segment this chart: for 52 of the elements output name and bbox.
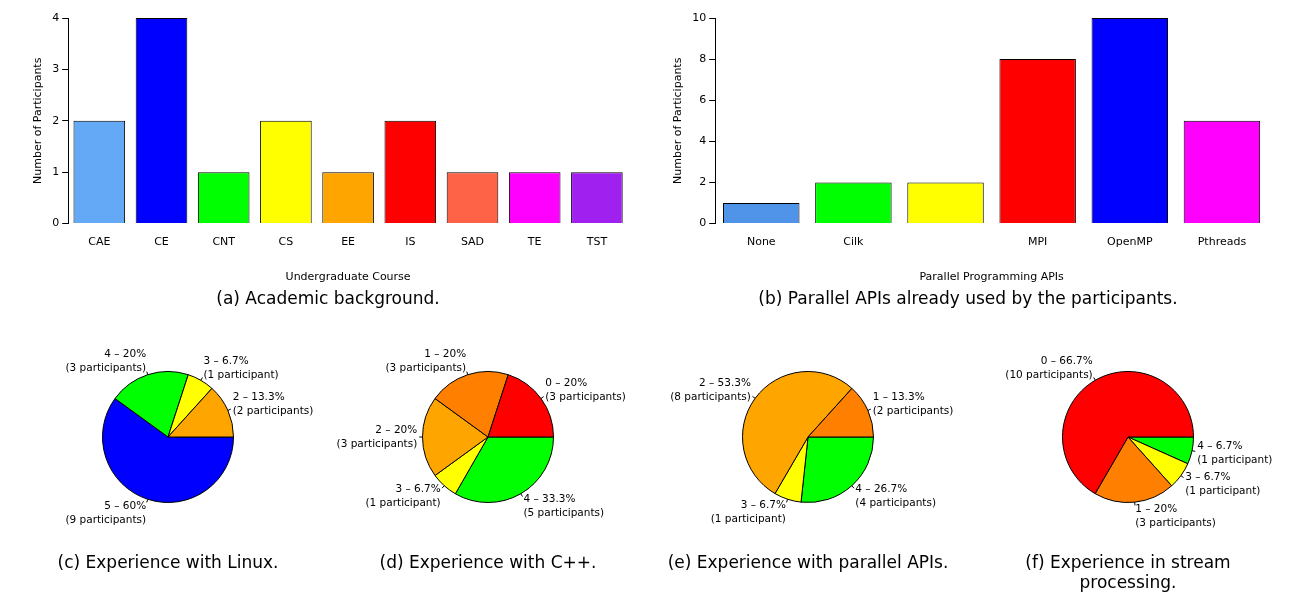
y-tick-label: 1 bbox=[52, 165, 60, 179]
text: (e) Experience with parallel APIs. bbox=[666, 552, 950, 572]
x-tick-label: MPI bbox=[1027, 235, 1048, 249]
slice-label: 3 – 6.7% (1 participant) bbox=[365, 482, 441, 509]
x-tick-label: OpenMP bbox=[1107, 235, 1153, 249]
text: (d) Experience with C++. bbox=[378, 552, 598, 572]
x-tick-label: Cilk bbox=[843, 235, 865, 249]
y-tick-label: 8 bbox=[699, 51, 707, 65]
y-axis-title: Number of Participants bbox=[671, 57, 685, 184]
slice-label: 0 – 20% (3 participants) bbox=[545, 375, 626, 402]
x-tick-label: CAE bbox=[88, 235, 111, 249]
slice-label: 5 – 60% (9 participants) bbox=[65, 498, 147, 525]
y-tick-label: 2 bbox=[699, 175, 707, 189]
slice-label: 4 – 20% (3 participants) bbox=[65, 346, 147, 373]
x-tick-label: SAD bbox=[460, 235, 485, 249]
y-tick-label: 4 bbox=[699, 134, 707, 148]
y-tick-label: 0 bbox=[52, 216, 60, 230]
x-axis-title: Parallel Programming APIs bbox=[919, 270, 1065, 284]
y-tick-label: 10 bbox=[692, 10, 707, 24]
slice-label: 4 – 33.3% (5 participants) bbox=[523, 491, 605, 518]
x-tick-label: TE bbox=[526, 235, 542, 249]
x-axis-title: Undergraduate Course bbox=[285, 270, 411, 284]
y-tick-label: 3 bbox=[52, 62, 60, 76]
slice-label: 4 – 26.7% (4 participants) bbox=[855, 482, 936, 509]
slice-label: 4 – 6.7% (1 participant) bbox=[1197, 439, 1273, 466]
text: (a) Academic background. bbox=[215, 288, 441, 308]
y-tick-label: 0 bbox=[699, 216, 707, 230]
x-tick-label: IS bbox=[405, 235, 416, 249]
text: (b) Parallel APIs already used by the participants. bbox=[757, 288, 1179, 308]
text: (f) Experience in stream processing. bbox=[1024, 552, 1232, 592]
slice-label: 2 – 13.3% (2 participants) bbox=[232, 390, 314, 417]
x-tick-label: CE bbox=[154, 235, 169, 249]
y-axis-title: Number of Participants bbox=[31, 57, 45, 184]
x-tick-label: CS bbox=[278, 235, 294, 249]
y-tick-label: 2 bbox=[52, 113, 60, 127]
slice-label: 1 – 20% (3 participants) bbox=[1135, 502, 1216, 529]
slice-label: 2 – 20% (3 participants) bbox=[336, 422, 418, 449]
slice-label: 1 – 13.3% (2 participants) bbox=[872, 390, 954, 417]
x-tick-label: CNT bbox=[212, 235, 236, 249]
slice-label: 1 – 20% (3 participants) bbox=[385, 346, 467, 373]
x-tick-label: Pthreads bbox=[1197, 235, 1247, 249]
x-tick-label: TST bbox=[585, 235, 608, 249]
y-tick-label: 6 bbox=[699, 93, 707, 107]
x-tick-label: EE bbox=[341, 235, 356, 249]
slice-label: 2 – 53.3% (8 participants) bbox=[670, 375, 751, 402]
text: (c) Experience with Linux. bbox=[56, 552, 280, 572]
slice-label: 3 – 6.7% (1 participant) bbox=[710, 498, 786, 525]
slice-label: 3 – 6.7% (1 participant) bbox=[203, 353, 279, 380]
slice-label: 0 – 66.7% (10 participants) bbox=[1005, 353, 1093, 380]
x-tick-label: None bbox=[746, 235, 776, 249]
y-tick-label: 4 bbox=[52, 10, 60, 24]
slice-label: 3 – 6.7% (1 participant) bbox=[1185, 469, 1261, 496]
